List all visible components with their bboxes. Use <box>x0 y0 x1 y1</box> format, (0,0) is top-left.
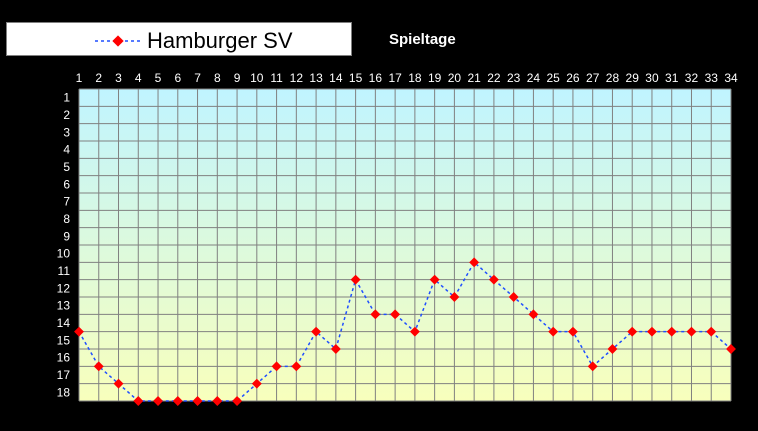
legend-swatch <box>95 35 141 47</box>
data-point <box>153 396 163 406</box>
data-point <box>567 326 578 337</box>
chart-title: Spieltage <box>389 31 456 48</box>
x-tick-label: 18 <box>408 71 422 85</box>
data-point <box>291 361 302 372</box>
x-tick-label: 5 <box>155 71 162 85</box>
x-tick-label: 20 <box>448 71 462 85</box>
x-tick-label: 31 <box>665 71 679 85</box>
y-tick-label: 4 <box>63 143 70 157</box>
x-tick-label: 29 <box>626 71 640 85</box>
x-tick-label: 10 <box>250 71 264 85</box>
x-tick-label: 24 <box>527 71 541 85</box>
x-tick-label: 23 <box>507 71 521 85</box>
x-tick-label: 32 <box>685 71 699 85</box>
data-point <box>251 378 262 389</box>
y-tick-label: 18 <box>57 385 71 399</box>
y-tick-label: 16 <box>57 351 71 365</box>
y-tick-label: 1 <box>63 91 70 105</box>
x-tick-label: 25 <box>547 71 561 85</box>
grid <box>78 88 732 402</box>
x-tick-label: 7 <box>194 71 201 85</box>
data-point <box>449 292 460 302</box>
x-tick-label: 21 <box>467 71 481 85</box>
y-tick-label: 8 <box>63 212 70 226</box>
y-tick-label: 7 <box>63 195 70 209</box>
data-point <box>666 326 677 337</box>
x-tick-label: 26 <box>566 71 580 85</box>
x-tick-label: 14 <box>329 71 343 85</box>
x-tick-label: 13 <box>309 71 323 85</box>
y-tick-label: 10 <box>57 247 71 261</box>
data-point <box>232 396 243 406</box>
data-point <box>271 361 282 372</box>
data-point <box>587 361 598 372</box>
y-tick-label: 11 <box>58 264 71 278</box>
x-axis: 1 2 3 4 5 6 7 8 9 10 11 12 13 14 15 16 17 18 19 20 21 22 23 24 2… <box>76 71 738 85</box>
legend: Hamburger SV <box>6 22 352 56</box>
data-point <box>350 274 361 285</box>
y-tick-label: 6 <box>63 177 70 191</box>
data-point <box>726 344 736 354</box>
x-tick-label: 17 <box>388 71 402 85</box>
y-tick-label: 9 <box>63 229 70 243</box>
y-tick-label: 12 <box>57 281 71 295</box>
x-tick-label: 12 <box>290 71 304 85</box>
data-point <box>548 326 559 337</box>
x-tick-label: 33 <box>705 71 719 85</box>
x-tick-label: 2 <box>95 71 102 85</box>
x-tick-label: 3 <box>115 71 122 85</box>
data-point <box>172 396 183 406</box>
series-line <box>78 261 732 402</box>
data-point <box>429 274 440 285</box>
x-tick-label: 27 <box>586 71 600 85</box>
x-tick-label: 1 <box>76 71 83 85</box>
y-tick-label: 14 <box>57 316 71 330</box>
x-tick-label: 30 <box>645 71 659 85</box>
x-tick-label: 15 <box>349 71 363 85</box>
series-hamburger-sv <box>74 257 736 406</box>
data-point <box>133 396 144 406</box>
y-tick-label: 3 <box>63 125 70 139</box>
y-tick-label: 2 <box>63 108 70 122</box>
x-tick-label: 16 <box>369 71 383 85</box>
x-tick-label: 11 <box>270 71 283 85</box>
data-point <box>330 344 341 354</box>
data-point <box>686 326 697 337</box>
data-point <box>528 309 539 320</box>
y-tick-label: 15 <box>57 333 71 347</box>
data-point <box>212 396 223 406</box>
x-tick-label: 19 <box>428 71 442 85</box>
data-point <box>311 326 322 337</box>
y-tick-label: 17 <box>57 368 71 382</box>
x-tick-label: 9 <box>234 71 241 85</box>
data-point <box>627 326 638 337</box>
data-point <box>706 326 717 337</box>
y-tick-label: 5 <box>63 160 70 174</box>
legend-label: Hamburger SV <box>147 28 293 53</box>
x-tick-label: 28 <box>606 71 620 85</box>
data-point <box>390 309 401 320</box>
x-tick-label: 4 <box>135 71 142 85</box>
x-tick-label: 22 <box>487 71 501 85</box>
data-point <box>647 326 657 337</box>
data-point <box>192 396 203 406</box>
data-point <box>409 326 420 337</box>
x-tick-label: 34 <box>724 71 738 85</box>
data-point <box>488 274 499 285</box>
data-point <box>607 344 618 354</box>
x-tick-label: 6 <box>174 71 181 85</box>
x-tick-label: 8 <box>214 71 221 85</box>
data-point <box>469 257 480 268</box>
y-tick-label: 13 <box>57 299 71 313</box>
data-point <box>370 309 381 320</box>
